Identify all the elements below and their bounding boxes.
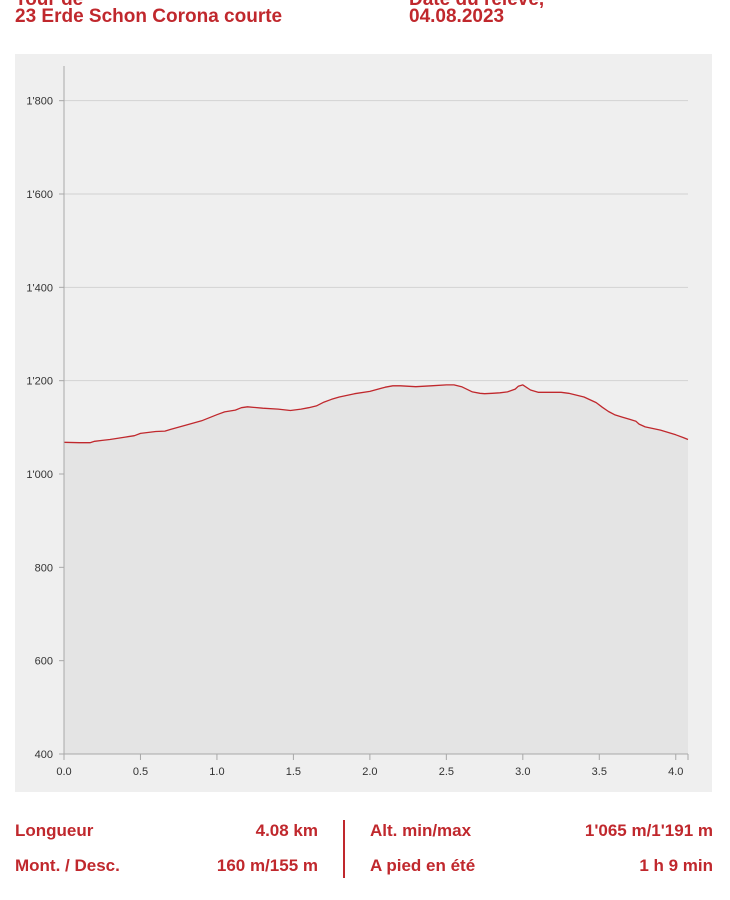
clipped-header-fragment: Date du relevé, bbox=[409, 0, 544, 11]
y-tick-label: 800 bbox=[35, 562, 53, 574]
walking-time-value: 1 h 9 min bbox=[639, 856, 713, 875]
y-tick-label: 1'000 bbox=[26, 469, 53, 481]
ascent-descent-label: Mont. / Desc. bbox=[15, 856, 120, 875]
clipped-title-fragment: Tour de bbox=[15, 0, 83, 11]
y-tick-label: 1'400 bbox=[26, 282, 53, 294]
elevation-profile-chart: 400 600 800 1'000 1'200 1'400 1'600 1'800 0.0 0.5… bbox=[26, 66, 689, 778]
x-tick-label: 1.5 bbox=[286, 766, 301, 778]
altitude-label: Alt. min/max bbox=[370, 821, 472, 840]
x-tick-label: 4.0 bbox=[668, 766, 683, 778]
x-tick-label: 0.0 bbox=[56, 766, 71, 778]
length-value: 4.08 km bbox=[255, 821, 318, 840]
stats-divider bbox=[343, 820, 345, 878]
y-tick-label: 1'200 bbox=[26, 376, 53, 388]
elevation-line bbox=[63, 384, 689, 444]
x-tick-label: 2.0 bbox=[362, 766, 377, 778]
altitude-value: 1'065 m/1'191 m bbox=[584, 821, 713, 840]
walking-time-label: A pied en été bbox=[370, 856, 476, 875]
x-tick-label: 2.5 bbox=[439, 766, 454, 778]
elevation-chart-panel: 400 600 800 1'000 1'200 1'400 1'600 1'800 0.0 0.5… bbox=[15, 54, 712, 792]
y-tick-label: 600 bbox=[35, 656, 53, 668]
y-tick-label: 1'600 bbox=[26, 189, 53, 201]
x-tick-label: 1.0 bbox=[209, 766, 224, 778]
x-tick-label: 0.5 bbox=[133, 766, 148, 778]
x-tick-label: 3.5 bbox=[592, 766, 607, 778]
x-tick-label: 3.0 bbox=[515, 766, 530, 778]
route-stats: Longueur 4.08 km Mont. / Desc. 160 m/155… bbox=[0, 812, 730, 892]
length-label: Longueur bbox=[15, 821, 94, 840]
route-date: 04.08.2023 bbox=[409, 6, 505, 27]
elevation-area bbox=[64, 384, 688, 754]
y-tick-label: 400 bbox=[35, 749, 53, 761]
route-title: 23 Erde Schon Corona courte bbox=[15, 6, 283, 27]
ascent-descent-value: 160 m/155 m bbox=[216, 856, 318, 875]
y-tick-label: 1'800 bbox=[26, 96, 53, 108]
page-header: Tour de 23 Erde Schon Corona courte Date… bbox=[0, 0, 730, 40]
